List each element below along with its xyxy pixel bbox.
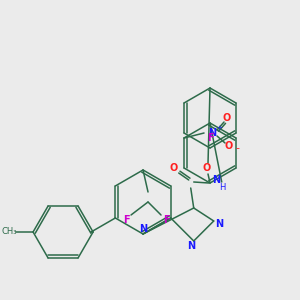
Text: CH₃: CH₃ (1, 227, 17, 236)
Text: O: O (223, 113, 231, 123)
Text: O: O (225, 141, 233, 151)
Text: F: F (123, 215, 129, 225)
Text: O: O (169, 163, 178, 173)
Text: N: N (187, 241, 195, 251)
Text: N: N (215, 219, 223, 229)
Text: -: - (235, 143, 239, 153)
Text: O: O (203, 163, 211, 173)
Text: F: F (163, 215, 169, 225)
Text: H: H (220, 184, 226, 193)
Text: F: F (207, 133, 213, 143)
Text: N: N (212, 175, 220, 185)
Text: N: N (208, 128, 216, 138)
Text: +: + (216, 125, 222, 131)
Text: N: N (139, 224, 147, 234)
